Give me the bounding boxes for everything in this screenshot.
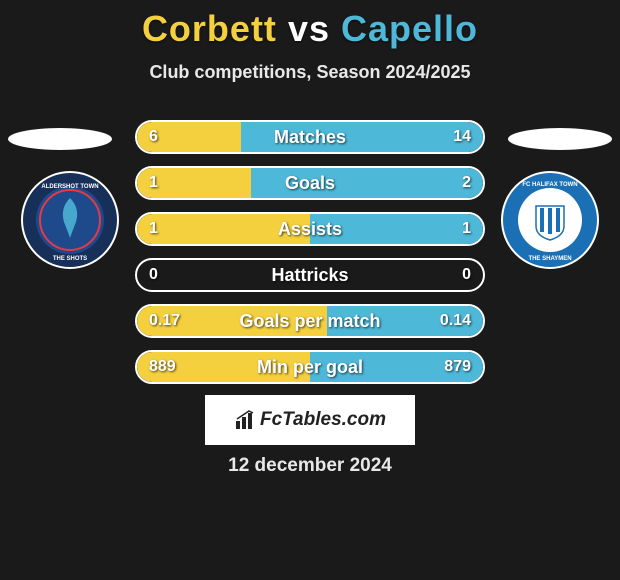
fctables-brand: FcTables.com: [205, 395, 415, 445]
vs-text: vs: [288, 8, 330, 49]
stat-value-right: 0: [462, 266, 471, 284]
stat-label: Goals per match: [137, 311, 483, 332]
stat-value-right: 879: [444, 358, 471, 376]
chart-icon: [234, 409, 256, 431]
stat-value-left: 0: [149, 266, 158, 284]
stat-label: Matches: [137, 127, 483, 148]
stat-row: Hattricks0 0: [135, 258, 485, 292]
stat-row: Goals per match0.17 0.14: [135, 304, 485, 338]
stat-row: Min per goal889 879: [135, 350, 485, 384]
stat-label: Goals: [137, 173, 483, 194]
stat-label: Hattricks: [137, 265, 483, 286]
svg-text:FC HALIFAX TOWN: FC HALIFAX TOWN: [522, 182, 577, 188]
stat-value-left: 1: [149, 174, 158, 192]
stat-row: Assists1 1: [135, 212, 485, 246]
stat-value-right: 0.14: [440, 312, 471, 330]
player2-pill: [508, 128, 612, 150]
stat-value-left: 889: [149, 358, 176, 376]
subtitle: Club competitions, Season 2024/2025: [0, 62, 620, 83]
stat-value-right: 14: [453, 128, 471, 146]
player1-name: Corbett: [142, 8, 277, 49]
page-title: Corbett vs Capello: [0, 0, 620, 50]
stat-value-right: 1: [462, 220, 471, 238]
stat-value-left: 0.17: [149, 312, 180, 330]
stat-label: Min per goal: [137, 357, 483, 378]
player1-pill: [8, 128, 112, 150]
stat-row: Matches6 14: [135, 120, 485, 154]
svg-text:THE SHAYMEN: THE SHAYMEN: [528, 256, 571, 262]
stat-value-left: 6: [149, 128, 158, 146]
svg-text:ALDERSHOT TOWN: ALDERSHOT TOWN: [41, 184, 98, 190]
date-text: 12 december 2024: [0, 455, 620, 477]
player1-badge: ALDERSHOT TOWN THE SHOTS: [20, 170, 120, 270]
stat-label: Assists: [137, 219, 483, 240]
stat-row: Goals1 2: [135, 166, 485, 200]
brand-text: FcTables.com: [260, 409, 386, 431]
stats-area: Matches614Goals12Assists11Hattricks00Goa…: [135, 120, 485, 396]
svg-text:THE SHOTS: THE SHOTS: [53, 256, 87, 262]
player2-badge: FC HALIFAX TOWN THE SHAYMEN: [500, 170, 600, 270]
stat-value-left: 1: [149, 220, 158, 238]
player2-name: Capello: [341, 8, 478, 49]
stat-value-right: 2: [462, 174, 471, 192]
